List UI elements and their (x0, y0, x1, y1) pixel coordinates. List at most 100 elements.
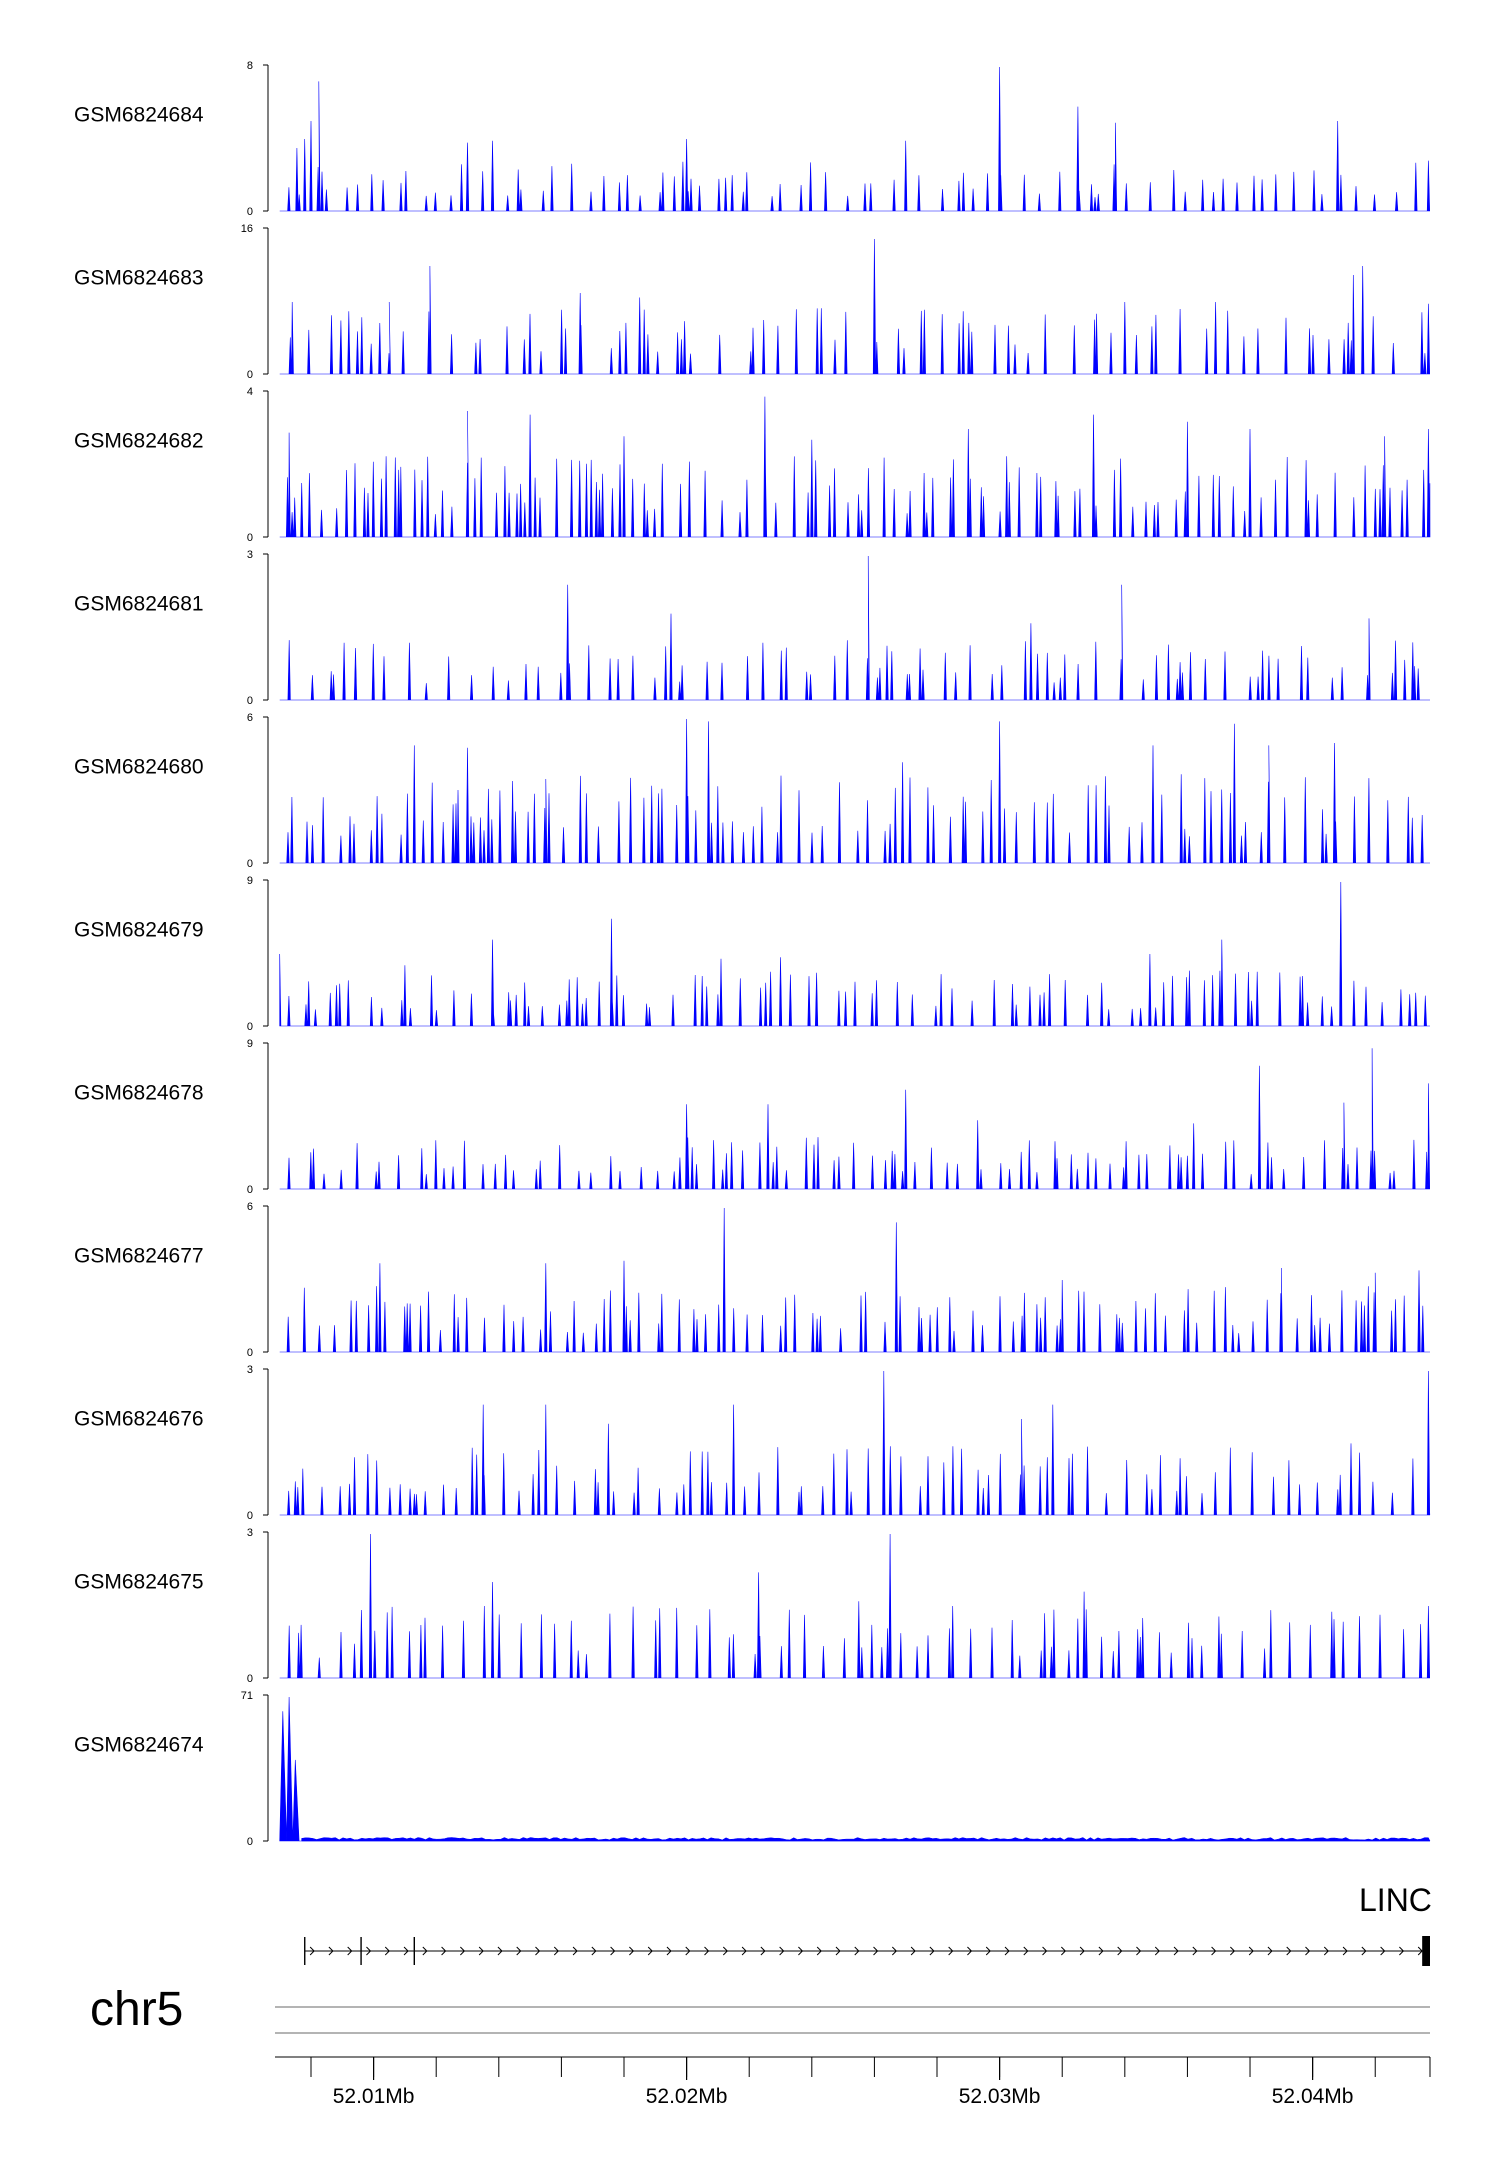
strand-arrow (1380, 1946, 1386, 1956)
strand-arrow (1323, 1946, 1329, 1956)
strand-arrow (572, 1946, 578, 1956)
y-tick-label-min: 0 (247, 1184, 253, 1196)
y-tick-label-max: 9 (247, 875, 253, 887)
strand-arrow (1004, 1946, 1010, 1956)
strand-arrow (591, 1946, 597, 1956)
coverage-area (279, 1370, 1431, 1516)
strand-arrow (1154, 1946, 1160, 1956)
strand-arrow (985, 1946, 991, 1956)
strand-arrow (967, 1946, 973, 1956)
strand-arrow (779, 1946, 785, 1956)
coverage-area (279, 66, 1430, 212)
track-label: GSM6824680 (74, 756, 204, 779)
coverage-tracks: GSM682468480GSM6824683160GSM682468240GSM… (74, 60, 1431, 1848)
y-tick-label-min: 0 (247, 1510, 253, 1522)
y-tick-label-min: 0 (247, 369, 253, 381)
track-label: GSM6824679 (74, 919, 204, 942)
strand-arrow (1211, 1946, 1217, 1956)
strand-arrow (666, 1946, 672, 1956)
strand-arrow (891, 1946, 898, 1956)
track-GSM6824680: GSM6824680 6 0 (74, 712, 1430, 870)
strand-arrow (798, 1946, 804, 1956)
strand-arrow (685, 1946, 691, 1956)
strand-arrow (647, 1946, 653, 1956)
track-GSM6824679: GSM6824679 9 0 (74, 875, 1430, 1033)
track-GSM6824674: GSM6824674 71 0 (74, 1690, 1431, 1848)
coverage-area (279, 396, 1431, 538)
strand-arrow (1136, 1946, 1142, 1956)
strand-arrow (422, 1946, 428, 1956)
y-tick-label-max: 8 (247, 60, 253, 72)
strand-arrow (1248, 1946, 1254, 1956)
strand-arrow (441, 1946, 447, 1956)
strand-arrow (516, 1946, 522, 1956)
x-tick-label: 52.04Mb (1272, 2085, 1354, 2108)
y-tick-label-max: 3 (247, 549, 253, 561)
strand-arrow (1399, 1946, 1405, 1956)
strand-arrow (366, 1946, 372, 1956)
strand-arrow (610, 1946, 616, 1956)
strand-arrow (1098, 1946, 1104, 1956)
track-GSM6824675: GSM6824675 3 0 (74, 1527, 1430, 1685)
y-tick-label-max: 3 (247, 1527, 253, 1539)
coverage-area (279, 238, 1430, 375)
strand-arrow (741, 1946, 747, 1956)
track-GSM6824677: GSM6824677 6 0 (74, 1201, 1430, 1359)
track-label: GSM6824676 (74, 1408, 204, 1431)
track-GSM6824684: GSM6824684 8 0 (74, 60, 1430, 218)
strand-arrow (1342, 1946, 1348, 1956)
x-tick-label: 52.03Mb (959, 2085, 1041, 2108)
strand-arrow (1060, 1946, 1067, 1956)
y-tick-label-max: 4 (247, 386, 253, 398)
y-tick-label-max: 6 (247, 712, 253, 724)
y-tick-label-min: 0 (247, 858, 253, 870)
axis-body: 52.01Mb 52.02Mb 52.03Mb 52.04Mb (275, 2006, 1431, 2108)
track-label: GSM6824682 (74, 430, 204, 453)
track-GSM6824683: GSM6824683 16 0 (74, 223, 1430, 381)
coverage-baseline (301, 1837, 1431, 1842)
track-GSM6824682: GSM6824682 4 0 (74, 386, 1431, 544)
track-GSM6824678: GSM6824678 9 0 (74, 1038, 1430, 1196)
y-tick-label-min: 0 (247, 206, 253, 218)
gene-track: LINC (304, 1882, 1432, 1966)
gene-exon-block (1422, 1936, 1430, 1966)
y-tick-label-max: 6 (247, 1201, 253, 1213)
strand-arrow (1361, 1946, 1367, 1956)
strand-arrow (1042, 1946, 1048, 1956)
y-tick-label-min: 0 (247, 1836, 253, 1848)
coverage-area (279, 555, 1430, 701)
y-tick-label-max: 3 (247, 1364, 253, 1376)
strand-arrow (535, 1946, 541, 1956)
track-label: GSM6824678 (74, 1082, 204, 1105)
strand-arrow (497, 1946, 503, 1956)
track-label: GSM6824675 (74, 1571, 204, 1594)
strand-arrow (309, 1946, 315, 1956)
coverage-area (279, 1048, 1430, 1190)
coverage-area (279, 881, 1430, 1027)
track-label: GSM6824684 (74, 104, 204, 127)
strand-arrow (403, 1946, 409, 1956)
track-label: GSM6824681 (74, 593, 204, 616)
strand-arrow (1023, 1946, 1029, 1956)
strand-arrow (948, 1946, 954, 1956)
strand-arrow (722, 1946, 729, 1956)
genome-axis: chr5 52.01Mb 52.02Mb 52.03Mb 52.04Mb (90, 1983, 1431, 2108)
strand-arrow (760, 1946, 766, 1956)
strand-arrow (1192, 1946, 1198, 1956)
strand-arrow (1230, 1946, 1236, 1956)
strand-arrow (460, 1946, 466, 1956)
strand-arrow (835, 1946, 841, 1956)
strand-arrow (347, 1946, 353, 1956)
y-tick-label-max: 71 (241, 1690, 253, 1702)
strand-arrow (1267, 1946, 1273, 1956)
y-tick-label-min: 0 (247, 1347, 253, 1359)
strand-arrow (854, 1946, 860, 1956)
strand-arrow (1117, 1946, 1123, 1956)
track-label: GSM6824677 (74, 1245, 204, 1268)
strand-arrow (1173, 1946, 1179, 1956)
strand-arrow (629, 1946, 635, 1956)
gene-label: LINC (1359, 1882, 1432, 1918)
strand-arrow (1286, 1946, 1292, 1956)
strand-arrow (704, 1946, 710, 1956)
